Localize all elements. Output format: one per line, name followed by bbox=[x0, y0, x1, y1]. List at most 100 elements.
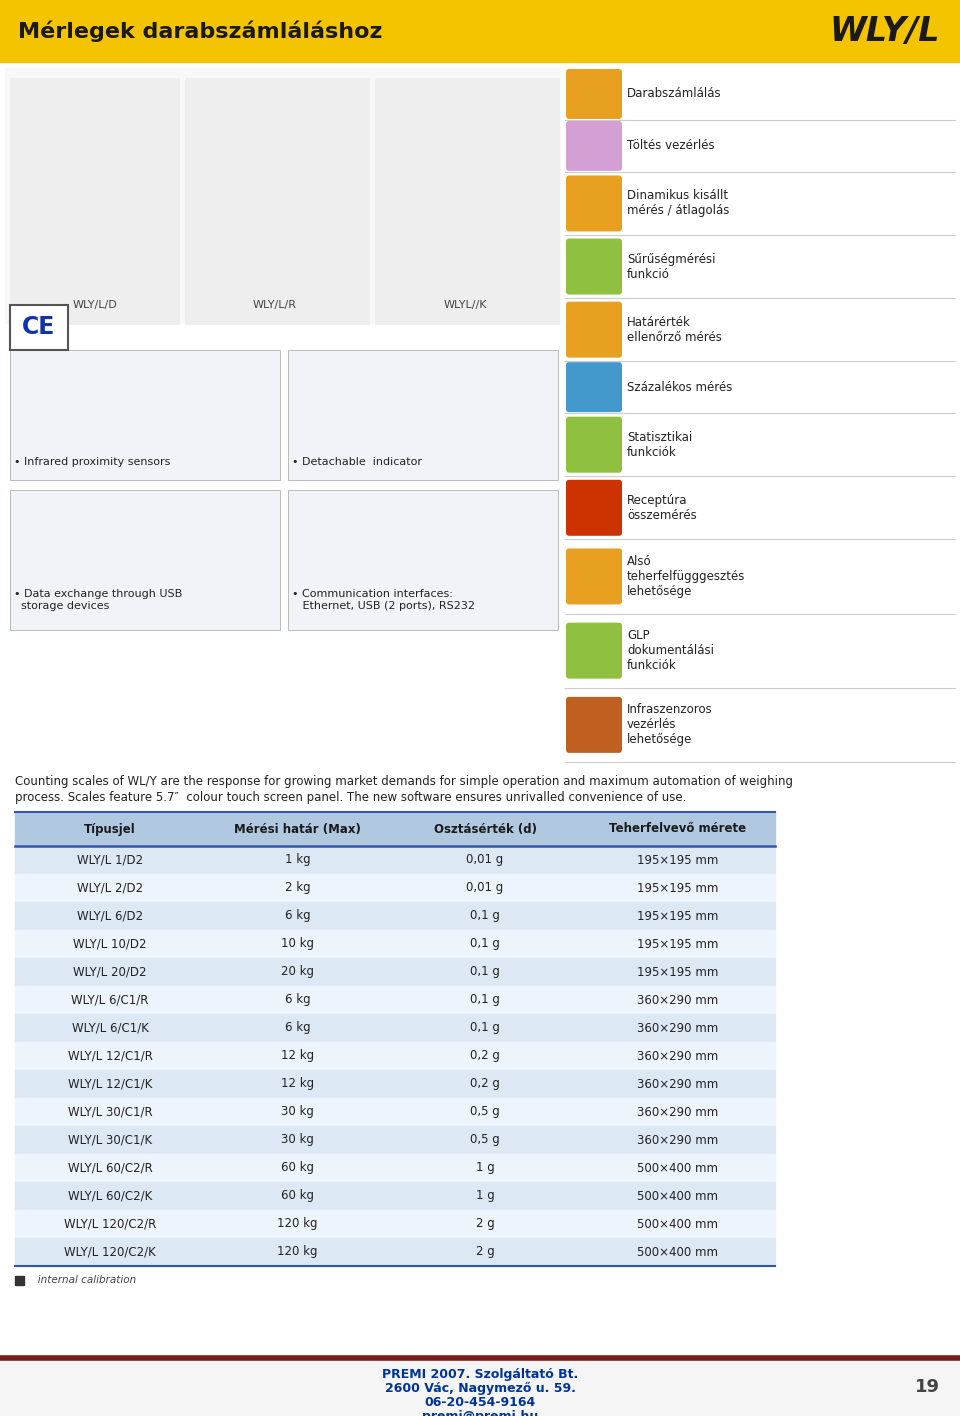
Text: 60 kg: 60 kg bbox=[281, 1189, 314, 1202]
Text: • Data exchange through USB
  storage devices: • Data exchange through USB storage devi… bbox=[14, 589, 182, 610]
Text: • Communication interfaces:
   Ethernet, USB (2 ports), RS232: • Communication interfaces: Ethernet, US… bbox=[292, 589, 475, 610]
Bar bbox=[15, 845, 775, 874]
Text: Típusjel: Típusjel bbox=[84, 823, 136, 835]
Text: 0,01 g: 0,01 g bbox=[467, 882, 504, 895]
Text: WLY/L: WLY/L bbox=[829, 14, 940, 48]
Text: 195×195 mm: 195×195 mm bbox=[636, 966, 718, 978]
Bar bbox=[10, 304, 68, 350]
Text: 120 kg: 120 kg bbox=[277, 1218, 318, 1231]
Text: WLY/L 6/C1/K: WLY/L 6/C1/K bbox=[72, 1021, 149, 1035]
Text: 0,1 g: 0,1 g bbox=[470, 994, 500, 1007]
Text: 0,2 g: 0,2 g bbox=[470, 1049, 500, 1062]
Text: 12 kg: 12 kg bbox=[281, 1049, 314, 1062]
Text: 06-20-454-9164: 06-20-454-9164 bbox=[424, 1396, 536, 1409]
FancyBboxPatch shape bbox=[566, 176, 622, 231]
Text: • Detachable  indicator: • Detachable indicator bbox=[292, 457, 422, 467]
Bar bbox=[15, 1276, 24, 1284]
Text: 360×290 mm: 360×290 mm bbox=[636, 994, 718, 1007]
Bar bbox=[5, 68, 560, 323]
Bar bbox=[15, 1070, 775, 1097]
Text: Infraszenzoros
vezérlés
lehetősége: Infraszenzoros vezérlés lehetősége bbox=[627, 704, 712, 746]
Text: Statisztikai
funkciók: Statisztikai funkciók bbox=[627, 430, 692, 459]
Text: 500×400 mm: 500×400 mm bbox=[637, 1246, 718, 1259]
Bar bbox=[15, 902, 775, 930]
Bar bbox=[15, 930, 775, 959]
Text: 1 g: 1 g bbox=[475, 1161, 494, 1174]
Text: 19: 19 bbox=[915, 1378, 940, 1396]
Text: Töltés vezérlés: Töltés vezérlés bbox=[627, 139, 714, 153]
Text: 195×195 mm: 195×195 mm bbox=[636, 937, 718, 950]
Text: • Infrared proximity sensors: • Infrared proximity sensors bbox=[14, 457, 170, 467]
FancyBboxPatch shape bbox=[566, 623, 622, 678]
Bar bbox=[15, 1126, 775, 1154]
Bar bbox=[0, 0, 960, 62]
Bar bbox=[15, 986, 775, 1014]
FancyBboxPatch shape bbox=[566, 548, 622, 605]
Bar bbox=[185, 78, 370, 326]
Bar bbox=[288, 350, 558, 480]
Bar bbox=[15, 1211, 775, 1238]
FancyBboxPatch shape bbox=[566, 480, 622, 535]
Text: 360×290 mm: 360×290 mm bbox=[636, 1021, 718, 1035]
Bar bbox=[10, 350, 280, 480]
FancyBboxPatch shape bbox=[566, 120, 622, 171]
FancyBboxPatch shape bbox=[566, 69, 622, 119]
Bar bbox=[15, 1014, 775, 1042]
Text: WLYL//K: WLYL//K bbox=[444, 300, 487, 310]
Bar bbox=[288, 490, 558, 630]
Text: Osztásérték (d): Osztásérték (d) bbox=[434, 823, 537, 835]
Text: 10 kg: 10 kg bbox=[281, 937, 314, 950]
Text: 2600 Vác, Nagymező u. 59.: 2600 Vác, Nagymező u. 59. bbox=[385, 1382, 575, 1395]
Text: 500×400 mm: 500×400 mm bbox=[637, 1189, 718, 1202]
Text: PREMI 2007. Szolgáltató Bt.: PREMI 2007. Szolgáltató Bt. bbox=[382, 1368, 578, 1381]
Text: 6 kg: 6 kg bbox=[285, 1021, 310, 1035]
Text: 360×290 mm: 360×290 mm bbox=[636, 1133, 718, 1147]
Bar bbox=[0, 1359, 960, 1416]
Bar bbox=[375, 78, 560, 326]
Bar bbox=[10, 490, 280, 630]
Text: Határérték
ellenőrző mérés: Határérték ellenőrző mérés bbox=[627, 316, 722, 344]
Text: WLY/L/D: WLY/L/D bbox=[73, 300, 117, 310]
Text: WLY/L 12/C1/K: WLY/L 12/C1/K bbox=[68, 1078, 153, 1090]
Text: Dinamikus kisállt
mérés / átlagolás: Dinamikus kisállt mérés / átlagolás bbox=[627, 190, 730, 218]
Text: 0,01 g: 0,01 g bbox=[467, 854, 504, 867]
Text: 2 kg: 2 kg bbox=[285, 882, 310, 895]
Text: Mérési határ (Max): Mérési határ (Max) bbox=[234, 823, 361, 835]
Text: 0,1 g: 0,1 g bbox=[470, 909, 500, 922]
Bar bbox=[15, 1097, 775, 1126]
Text: 6 kg: 6 kg bbox=[285, 909, 310, 922]
Text: 360×290 mm: 360×290 mm bbox=[636, 1078, 718, 1090]
Text: 195×195 mm: 195×195 mm bbox=[636, 854, 718, 867]
Text: WLY/L 30/C1/K: WLY/L 30/C1/K bbox=[68, 1133, 152, 1147]
Text: Teherfelvevő mérete: Teherfelvevő mérete bbox=[609, 823, 746, 835]
Text: 0,1 g: 0,1 g bbox=[470, 1021, 500, 1035]
Text: WLY/L 1/D2: WLY/L 1/D2 bbox=[77, 854, 143, 867]
Text: WLY/L 12/C1/R: WLY/L 12/C1/R bbox=[67, 1049, 153, 1062]
Text: premi@premi.hu: premi@premi.hu bbox=[421, 1410, 539, 1416]
Text: 20 kg: 20 kg bbox=[281, 966, 314, 978]
Text: Darabszámlálás: Darabszámlálás bbox=[627, 88, 722, 101]
Text: WLY/L/R: WLY/L/R bbox=[253, 300, 297, 310]
Bar bbox=[15, 1042, 775, 1070]
Text: 0,5 g: 0,5 g bbox=[470, 1106, 500, 1119]
FancyBboxPatch shape bbox=[566, 302, 622, 358]
Text: Mérlegek darabszámláláshoz: Mérlegek darabszámláláshoz bbox=[18, 20, 382, 41]
Text: 1 g: 1 g bbox=[475, 1189, 494, 1202]
Text: 60 kg: 60 kg bbox=[281, 1161, 314, 1174]
Text: Counting scales of WL/Y are the response for growing market demands for simple o: Counting scales of WL/Y are the response… bbox=[15, 775, 793, 787]
Text: 6 kg: 6 kg bbox=[285, 994, 310, 1007]
Text: WLY/L 30/C1/R: WLY/L 30/C1/R bbox=[68, 1106, 153, 1119]
Text: 30 kg: 30 kg bbox=[281, 1106, 314, 1119]
Text: 360×290 mm: 360×290 mm bbox=[636, 1049, 718, 1062]
Bar bbox=[15, 874, 775, 902]
Text: 0,1 g: 0,1 g bbox=[470, 966, 500, 978]
Text: Százalékos mérés: Százalékos mérés bbox=[627, 381, 732, 394]
Text: WLY/L 2/D2: WLY/L 2/D2 bbox=[77, 882, 143, 895]
Text: process. Scales feature 5.7″  colour touch screen panel. The new software ensure: process. Scales feature 5.7″ colour touc… bbox=[15, 792, 686, 804]
Bar bbox=[15, 1154, 775, 1182]
Text: WLY/L 60/C2/R: WLY/L 60/C2/R bbox=[67, 1161, 153, 1174]
Text: 30 kg: 30 kg bbox=[281, 1133, 314, 1147]
Text: WLY/L 120/C2/K: WLY/L 120/C2/K bbox=[64, 1246, 156, 1259]
Text: 500×400 mm: 500×400 mm bbox=[637, 1161, 718, 1174]
Text: 0,2 g: 0,2 g bbox=[470, 1078, 500, 1090]
